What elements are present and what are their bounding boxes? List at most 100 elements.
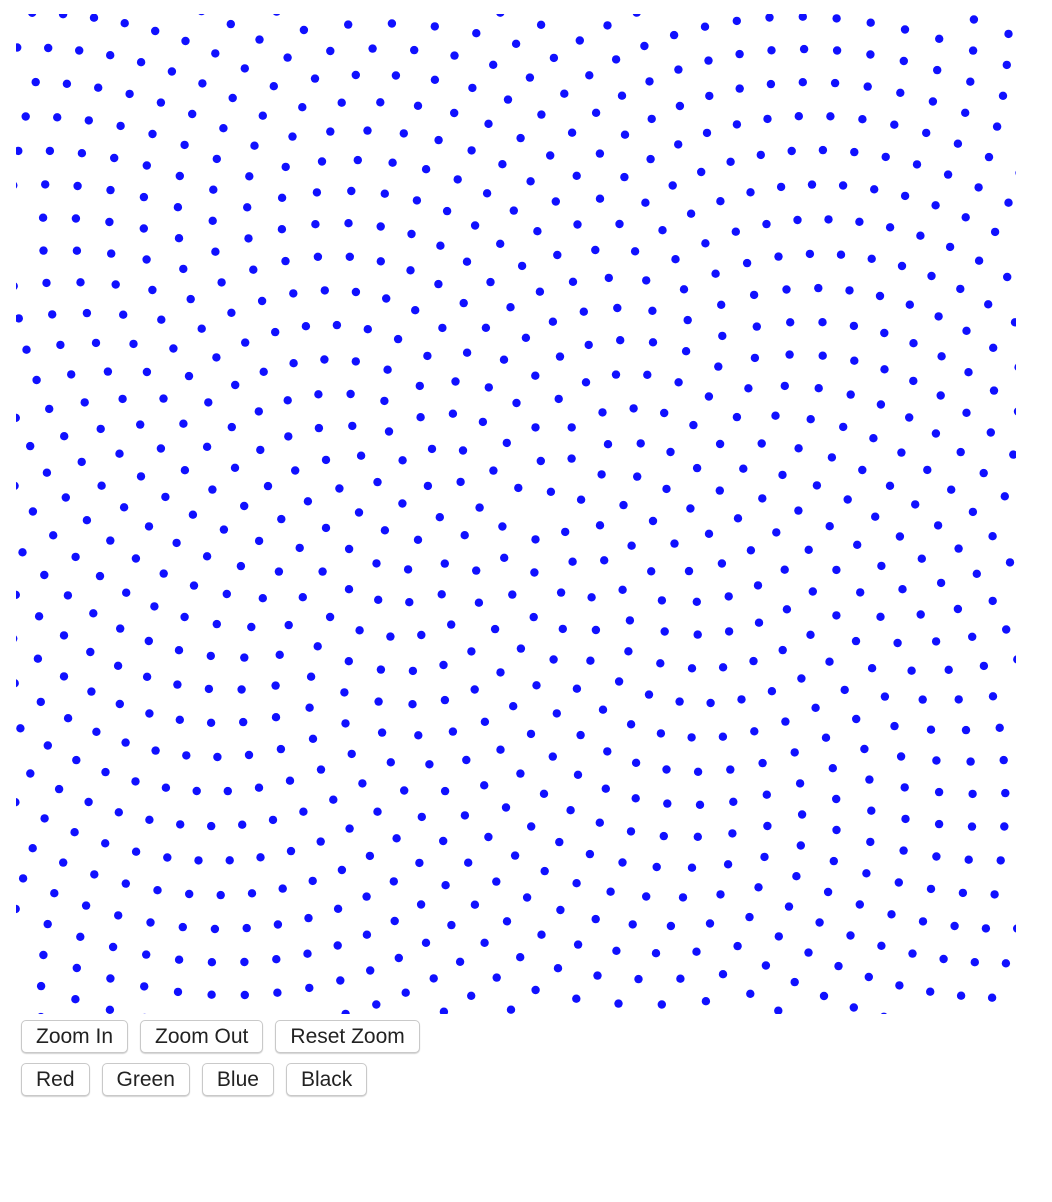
dot (463, 258, 471, 266)
dot (1003, 61, 1011, 69)
dot (631, 247, 639, 255)
dot (122, 879, 130, 887)
zoom-out-button[interactable]: Zoom Out (140, 1020, 263, 1053)
dot (667, 922, 675, 930)
dot (368, 44, 376, 52)
dot (289, 359, 297, 367)
dot (213, 155, 221, 163)
color-blue-button[interactable]: Blue (202, 1063, 274, 1096)
dot (541, 867, 549, 875)
dot (785, 350, 793, 358)
dot (850, 1003, 858, 1011)
dot (516, 134, 524, 142)
color-black-button[interactable]: Black (286, 1063, 367, 1096)
dot (179, 923, 187, 931)
dot (746, 990, 754, 998)
dot (763, 791, 771, 799)
dot (50, 889, 58, 897)
dot (733, 413, 741, 421)
dot (858, 115, 866, 123)
dot (89, 609, 97, 617)
dot (180, 613, 188, 621)
dot (537, 21, 545, 29)
dot (785, 902, 793, 910)
dot (612, 947, 620, 955)
dot-pattern-canvas[interactable] (16, 14, 1016, 1014)
dot (550, 54, 558, 62)
dot (107, 249, 115, 257)
dot (78, 149, 86, 157)
dot (905, 413, 913, 421)
dot (615, 677, 623, 685)
dot (530, 613, 538, 621)
dot (645, 690, 653, 698)
dot (157, 316, 165, 324)
color-green-button[interactable]: Green (102, 1063, 190, 1096)
reset-zoom-button[interactable]: Reset Zoom (275, 1020, 419, 1053)
dot (16, 43, 21, 51)
dot (140, 193, 148, 201)
dot (961, 109, 969, 117)
dot (392, 834, 400, 842)
dot (782, 285, 790, 293)
dot (772, 528, 780, 536)
dot (775, 932, 783, 940)
dot (662, 485, 670, 493)
dot (438, 590, 446, 598)
dot (348, 750, 356, 758)
dot (901, 783, 909, 791)
dot (880, 365, 888, 373)
dot (865, 973, 873, 981)
dot (422, 165, 430, 173)
dot (632, 794, 640, 802)
dot (926, 988, 934, 996)
dot (459, 446, 467, 454)
dot (228, 423, 236, 431)
dot (489, 61, 497, 69)
dot (509, 702, 517, 710)
dot (472, 566, 480, 574)
dot (794, 506, 802, 514)
dot (844, 495, 852, 503)
dot (553, 709, 561, 717)
dot (522, 334, 530, 342)
dot (245, 751, 253, 759)
dot (919, 917, 927, 925)
dot (291, 466, 299, 474)
dot (467, 647, 475, 655)
dot (1000, 756, 1008, 764)
dot (475, 599, 483, 607)
dot (307, 673, 315, 681)
dot (927, 726, 935, 734)
dot (281, 257, 289, 265)
dot (114, 911, 122, 919)
dot (867, 807, 875, 815)
dot (382, 294, 390, 302)
dot (705, 392, 713, 400)
color-red-button[interactable]: Red (21, 1063, 90, 1096)
dot (237, 685, 245, 693)
dot (855, 218, 863, 226)
dot (804, 948, 812, 956)
dot (255, 407, 263, 415)
dot (531, 372, 539, 380)
dot (440, 1008, 448, 1015)
dot (526, 73, 534, 81)
dot (326, 127, 334, 135)
dot (116, 700, 124, 708)
dot (60, 631, 68, 639)
dot (980, 662, 988, 670)
dot (398, 456, 406, 464)
zoom-in-button[interactable]: Zoom In (21, 1020, 128, 1053)
dot (226, 856, 234, 864)
dot (901, 815, 909, 823)
dot (968, 790, 976, 798)
dot (209, 186, 217, 194)
dot (947, 486, 955, 494)
dot (71, 995, 79, 1003)
dot (227, 20, 235, 28)
dot (188, 110, 196, 118)
dot (716, 440, 724, 448)
dot (288, 132, 296, 140)
dot (322, 456, 330, 464)
